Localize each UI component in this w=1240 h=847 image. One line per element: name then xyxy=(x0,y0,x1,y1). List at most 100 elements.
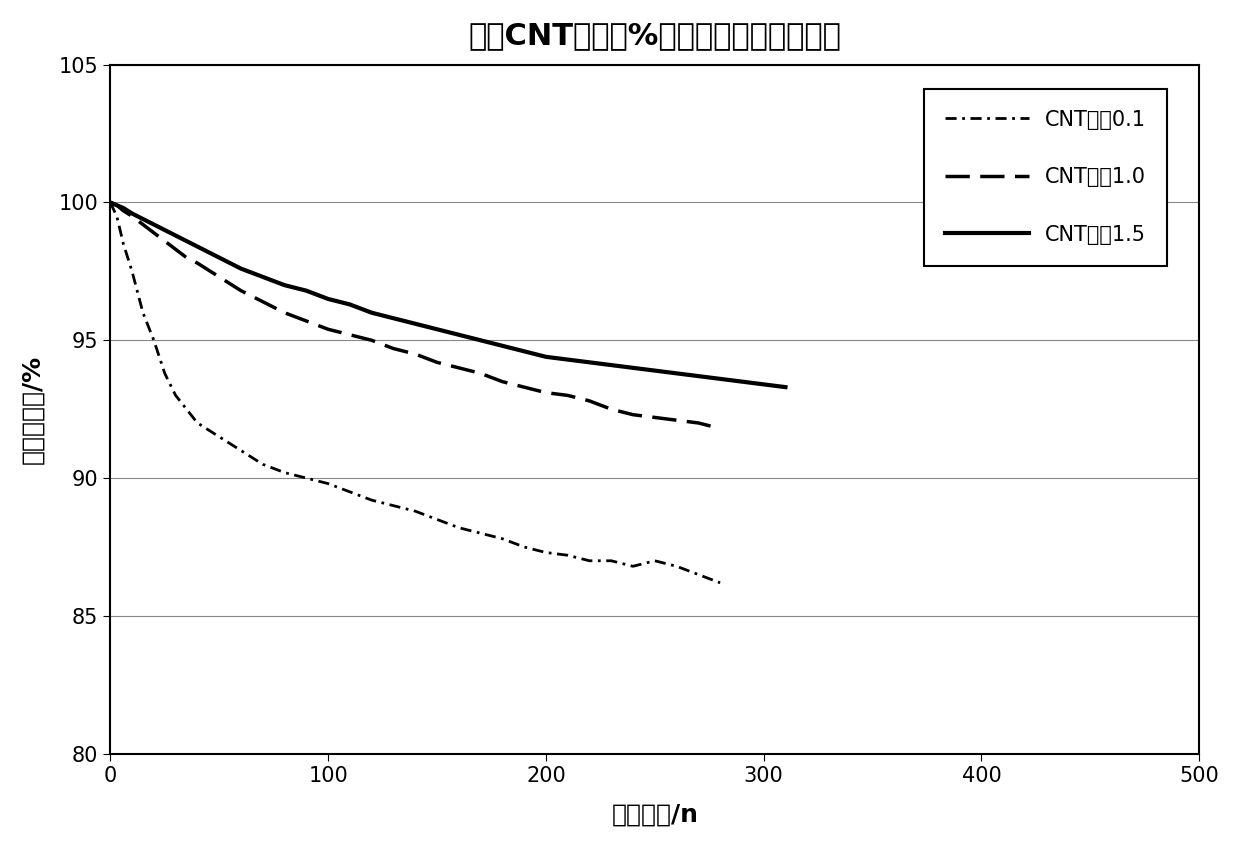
CNT含量1.0 xyxy=(277,307,291,318)
CNT含量0.1 xyxy=(408,506,423,516)
CNT含量1.5 xyxy=(625,363,640,373)
Legend: CNT含量0.1, CNT含量1.0, CNT含量1.5: CNT含量0.1, CNT含量1.0, CNT含量1.5 xyxy=(925,89,1167,265)
CNT含量1.5 xyxy=(517,346,532,357)
CNT含量1.5 xyxy=(538,352,553,362)
CNT含量1.0 xyxy=(179,252,193,263)
CNT含量0.1 xyxy=(103,197,118,208)
CNT含量0.1 xyxy=(109,211,124,221)
Y-axis label: 容量保持率/%: 容量保持率/% xyxy=(21,355,45,464)
CNT含量1.5 xyxy=(365,307,379,318)
CNT含量1.5 xyxy=(299,285,314,296)
CNT含量1.0 xyxy=(109,200,124,210)
CNT含量1.0 xyxy=(386,344,401,354)
CNT含量1.0 xyxy=(146,228,161,238)
CNT含量1.5 xyxy=(670,368,684,379)
CNT含量0.1 xyxy=(474,529,489,539)
CNT含量0.1 xyxy=(233,446,248,456)
Line: CNT含量1.5: CNT含量1.5 xyxy=(110,202,785,387)
CNT含量1.5 xyxy=(474,335,489,346)
CNT含量1.5 xyxy=(451,329,466,340)
CNT含量1.5 xyxy=(691,371,706,381)
CNT含量0.1 xyxy=(146,335,161,346)
CNT含量1.5 xyxy=(179,236,193,246)
CNT含量0.1 xyxy=(560,551,575,561)
CNT含量1.0 xyxy=(647,412,662,423)
CNT含量1.0 xyxy=(212,272,227,282)
CNT含量1.0 xyxy=(691,418,706,428)
CNT含量1.5 xyxy=(135,214,150,224)
CNT含量1.5 xyxy=(429,324,444,335)
CNT含量1.0 xyxy=(115,206,130,216)
CNT含量1.0 xyxy=(408,349,423,359)
CNT含量0.1 xyxy=(582,556,596,566)
CNT含量0.1 xyxy=(157,368,172,379)
CNT含量1.0 xyxy=(517,382,532,392)
CNT含量0.1 xyxy=(604,556,619,566)
CNT含量1.5 xyxy=(582,357,596,368)
CNT含量0.1 xyxy=(538,547,553,557)
CNT含量0.1 xyxy=(365,495,379,505)
CNT含量1.0 xyxy=(604,404,619,414)
CNT含量1.0 xyxy=(670,415,684,425)
CNT含量0.1 xyxy=(190,418,205,428)
CNT含量1.0 xyxy=(451,363,466,373)
CNT含量1.5 xyxy=(233,263,248,274)
CNT含量0.1 xyxy=(386,501,401,511)
CNT含量1.0 xyxy=(560,390,575,401)
CNT含量1.0 xyxy=(625,410,640,420)
CNT含量1.5 xyxy=(277,280,291,291)
CNT含量0.1 xyxy=(451,523,466,533)
CNT含量1.0 xyxy=(103,197,118,208)
CNT含量1.5 xyxy=(115,203,130,213)
CNT含量1.0 xyxy=(582,396,596,406)
Title: 不同CNT含量（%）电池循环性能测试图: 不同CNT含量（%）电池循环性能测试图 xyxy=(469,21,841,50)
CNT含量0.1 xyxy=(670,562,684,572)
CNT含量1.0 xyxy=(157,236,172,246)
Line: CNT含量0.1: CNT含量0.1 xyxy=(110,202,720,583)
CNT含量1.5 xyxy=(408,318,423,329)
CNT含量0.1 xyxy=(495,534,510,544)
CNT含量1.5 xyxy=(255,272,270,282)
CNT含量1.0 xyxy=(299,316,314,326)
CNT含量1.5 xyxy=(342,299,357,309)
X-axis label: 循环周数/n: 循环周数/n xyxy=(611,802,698,826)
CNT含量1.5 xyxy=(169,230,184,241)
CNT含量1.0 xyxy=(713,424,728,434)
CNT含量0.1 xyxy=(713,578,728,588)
CNT含量1.0 xyxy=(135,219,150,230)
CNT含量1.5 xyxy=(495,340,510,351)
CNT含量1.5 xyxy=(777,382,792,392)
CNT含量0.1 xyxy=(212,432,227,442)
CNT含量0.1 xyxy=(135,307,150,318)
CNT含量0.1 xyxy=(647,556,662,566)
CNT含量1.5 xyxy=(157,225,172,235)
CNT含量1.0 xyxy=(190,258,205,268)
CNT含量1.5 xyxy=(190,241,205,252)
CNT含量1.0 xyxy=(342,329,357,340)
CNT含量1.5 xyxy=(560,355,575,365)
CNT含量1.5 xyxy=(212,252,227,263)
CNT含量1.5 xyxy=(109,200,124,210)
CNT含量1.0 xyxy=(474,368,489,379)
CNT含量0.1 xyxy=(115,239,130,249)
CNT含量1.0 xyxy=(233,285,248,296)
CNT含量1.0 xyxy=(255,296,270,307)
CNT含量1.0 xyxy=(321,324,336,335)
CNT含量0.1 xyxy=(321,479,336,489)
CNT含量1.0 xyxy=(124,211,139,221)
CNT含量1.0 xyxy=(538,388,553,398)
CNT含量1.5 xyxy=(321,294,336,304)
Line: CNT含量1.0: CNT含量1.0 xyxy=(110,202,720,429)
CNT含量0.1 xyxy=(169,390,184,401)
CNT含量0.1 xyxy=(277,468,291,478)
CNT含量1.5 xyxy=(734,377,749,387)
CNT含量0.1 xyxy=(429,514,444,524)
CNT含量1.0 xyxy=(169,244,184,254)
CNT含量0.1 xyxy=(124,266,139,276)
CNT含量1.5 xyxy=(386,313,401,324)
CNT含量1.0 xyxy=(495,377,510,387)
CNT含量0.1 xyxy=(299,473,314,483)
CNT含量0.1 xyxy=(691,569,706,579)
CNT含量1.5 xyxy=(647,366,662,376)
CNT含量1.0 xyxy=(365,335,379,346)
